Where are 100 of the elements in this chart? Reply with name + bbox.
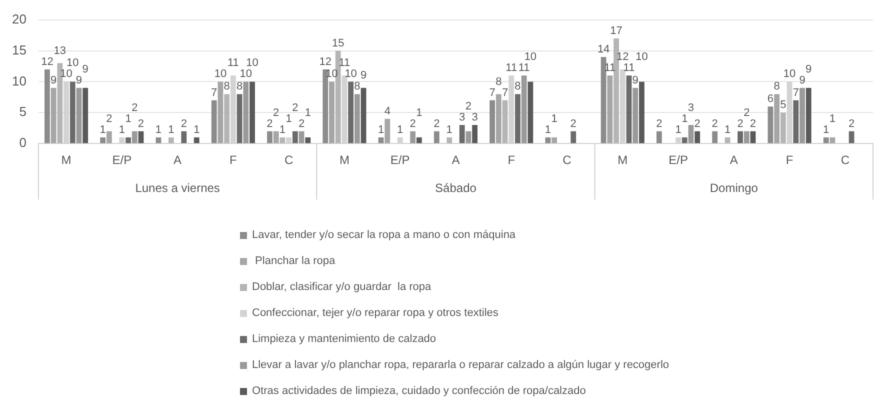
data-label: 2 [292, 102, 298, 114]
x-tick-label: E/P [112, 153, 132, 168]
bar [848, 131, 854, 144]
bar [70, 82, 76, 144]
data-label: 14 [597, 43, 610, 56]
data-label: 2 [744, 106, 750, 119]
data-label: 1 [675, 124, 682, 136]
x-tick-label: M [339, 153, 350, 168]
x-tick-label: M [61, 153, 72, 168]
bar [305, 137, 311, 144]
x-tick-label: C [284, 153, 294, 168]
data-label: 7 [211, 86, 218, 99]
data-label: 2 [694, 118, 700, 130]
bar [632, 88, 638, 144]
data-label: 10 [246, 57, 258, 70]
data-label: 10 [240, 68, 252, 80]
x-tick-label: A [730, 153, 738, 168]
bar [106, 131, 112, 144]
data-label: 2 [180, 118, 187, 130]
data-label: 2 [570, 118, 576, 130]
data-label: 2 [138, 118, 144, 130]
bar [132, 131, 138, 144]
data-label: 10 [344, 68, 357, 80]
text: Sábado [435, 180, 477, 195]
data-label: 4 [384, 105, 390, 118]
data-label: 1 [416, 106, 422, 119]
bar [434, 131, 440, 144]
data-label: 2 [848, 118, 855, 130]
bar [44, 69, 50, 144]
bar [490, 100, 495, 144]
y-tick-label: 15 [12, 42, 26, 58]
data-label: 8 [514, 80, 521, 93]
bar [688, 125, 694, 144]
data-label: 3 [472, 112, 478, 124]
bar [515, 94, 520, 144]
x-tick-label: E/P [390, 153, 410, 168]
legend-label: Otras actividades de limpieza, cuidado y confección de ropa/calzado [252, 385, 586, 397]
bar [744, 131, 750, 144]
bar [806, 88, 812, 144]
text: Lunes a viernes [135, 180, 220, 195]
data-label: 10 [783, 68, 796, 80]
data-label: 1 [823, 124, 830, 136]
bar [243, 82, 249, 144]
bar [521, 76, 527, 144]
bar [76, 88, 82, 144]
y-tick-label: 5 [19, 104, 26, 120]
x-tick-label: E/P [668, 153, 688, 168]
bar [466, 131, 472, 144]
x-tick-label: C [840, 153, 850, 168]
bar [552, 137, 557, 144]
data-label: 1 [551, 112, 558, 125]
data-label: 8 [354, 80, 360, 93]
data-label: 2 [106, 112, 112, 125]
data-label: 12 [616, 51, 629, 64]
bar [545, 137, 551, 144]
bar [780, 112, 786, 144]
data-label: 1 [724, 124, 731, 136]
bar [273, 131, 279, 144]
bar [126, 137, 131, 144]
bar [724, 137, 730, 144]
bar [694, 131, 700, 144]
data-label: 1 [682, 112, 688, 125]
data-label: 11 [518, 62, 530, 74]
data-label: 8 [496, 76, 502, 88]
y-tick-label: 10 [12, 73, 26, 88]
data-label: 10 [60, 68, 72, 80]
data-label: 2 [737, 118, 744, 130]
bar [218, 82, 224, 144]
data-label: 1 [279, 124, 286, 136]
data-label: 15 [332, 37, 344, 50]
data-label: 9 [360, 70, 367, 82]
data-label: 1 [168, 124, 174, 136]
x-tick-label: F [230, 153, 237, 168]
data-label: 11 [623, 62, 635, 74]
data-label: 7 [502, 86, 508, 99]
data-label: 11 [227, 57, 239, 70]
data-label: 1 [155, 124, 162, 136]
data-label: 11 [506, 62, 518, 74]
data-label: 6 [767, 92, 774, 105]
data-label: 12 [319, 56, 332, 68]
bar [459, 125, 465, 144]
data-label: 1 [100, 124, 106, 136]
bar [354, 94, 360, 144]
bar [329, 82, 334, 144]
data-label: 1 [829, 112, 836, 125]
bar [502, 100, 508, 144]
bar [750, 131, 756, 144]
x-tick-label: A [174, 153, 182, 168]
bar [211, 100, 217, 144]
bar [298, 131, 304, 144]
x-tick-label: F [786, 153, 794, 168]
data-label: 7 [792, 86, 799, 99]
data-label: 10 [214, 68, 227, 80]
text: Domingo [710, 180, 758, 195]
data-label: 8 [236, 80, 243, 93]
data-label: 2 [132, 102, 138, 114]
bar [168, 137, 174, 144]
data-label: 2 [298, 118, 305, 130]
data-label: 1 [125, 112, 132, 125]
bar [738, 131, 743, 144]
